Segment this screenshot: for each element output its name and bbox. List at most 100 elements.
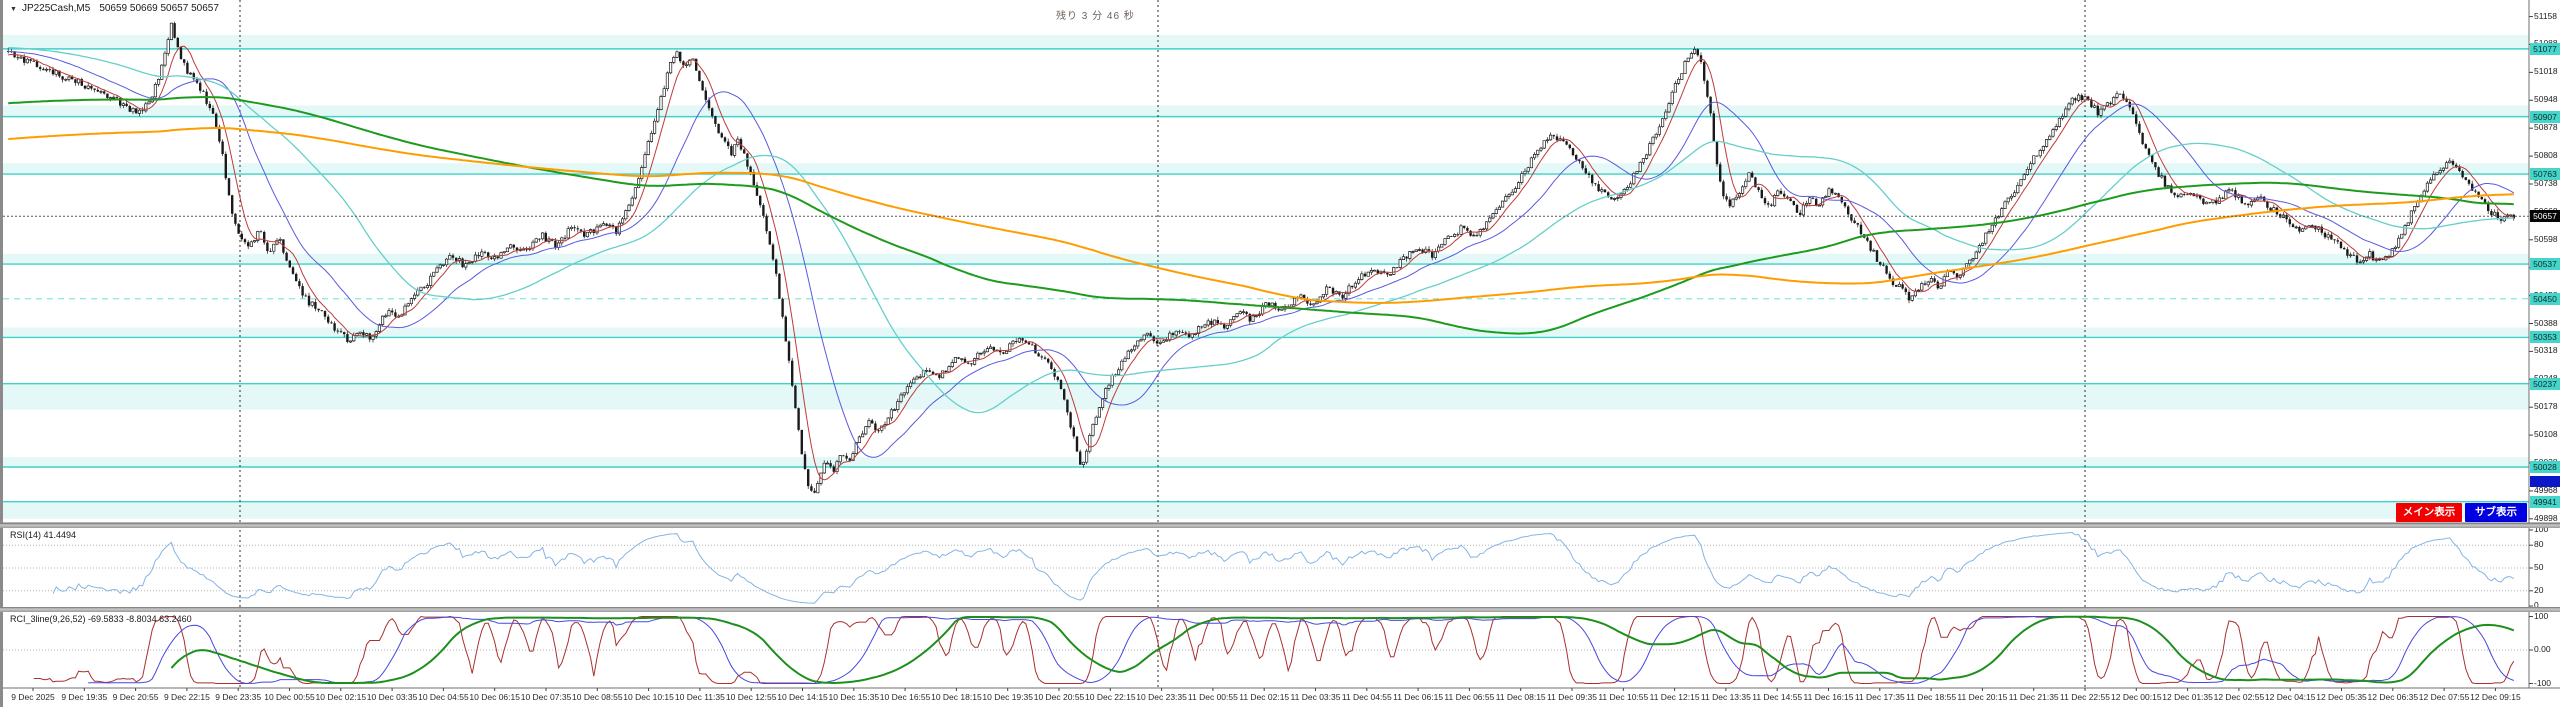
rsi-indicator-label: RSI(14) 41.4494 (10, 530, 77, 540)
time-axis-label: 10 Dec 11:35 (674, 692, 725, 702)
time-axis-label: 10 Dec 08:55 (572, 692, 623, 702)
sr-zone-band (3, 383, 2529, 410)
time-axis-label: 9 Dec 19:35 (61, 692, 108, 702)
window-left-border (0, 0, 3, 707)
time-axis-label: 11 Dec 04:55 (1341, 692, 1392, 702)
price-axis-tick: 50598 (2534, 233, 2558, 244)
rsi-axis-tick: 20 (2534, 584, 2544, 595)
time-axis-label: 11 Dec 02:15 (1239, 692, 1290, 702)
price-level-badge: 50028 (2530, 460, 2560, 473)
time-axis-label: 11 Dec 22:55 (2060, 692, 2110, 702)
time-axis[interactable]: 9 Dec 2025 9 Dec 19:35 9 Dec 20:55 9 Dec 22… (0, 689, 2560, 707)
rsi-axis-tick: 0 (2534, 600, 2539, 610)
price-axis-tick: 50948 (2534, 94, 2558, 105)
price-axis-tick: 50178 (2534, 401, 2558, 412)
time-axis-label: 11 Dec 12:15 (1649, 692, 1700, 702)
time-axis-label: 9 Dec 23:35 (215, 692, 262, 702)
time-axis-label: 10 Dec 22:15 (1085, 692, 1136, 702)
price-axis-tick: 49898 (2534, 512, 2558, 523)
price-level-badge: 50237 (2530, 377, 2560, 390)
current-price-badge: 50657 (2530, 210, 2560, 223)
price-axis-tick: 50738 (2534, 177, 2558, 188)
sr-zone-band (3, 327, 2529, 338)
time-axis-label: 10 Dec 23:35 (1136, 692, 1187, 702)
price-axis-tick: 50808 (2534, 150, 2558, 161)
time-axis-label: 11 Dec 14:55 (1752, 692, 1803, 702)
price-axis-tick: 49968 (2534, 484, 2558, 495)
time-axis-label: 12 Dec 05:35 (2316, 692, 2367, 702)
ma-teal-line (8, 47, 2514, 414)
ma-orange-line (8, 127, 2514, 304)
price-level-badge: 51077 (2530, 42, 2560, 55)
main-display-button[interactable]: メイン表示 (2396, 503, 2462, 522)
time-axis-label: 12 Dec 01:35 (2162, 692, 2213, 702)
time-axis-label: 10 Dec 18:15 (931, 692, 982, 702)
time-axis-label: 11 Dec 10:55 (1598, 692, 1649, 702)
price-axis-tick: 50318 (2534, 345, 2558, 356)
candle-countdown-label: 残り 3 分 46 秒 (1056, 11, 1135, 22)
time-axis-label: 10 Dec 16:55 (879, 692, 931, 702)
chart-title: ▼ JP225Cash,M5 50659 50669 50657 50657 (10, 3, 219, 14)
time-axis-label: 11 Dec 06:15 (1393, 692, 1444, 702)
price-axis[interactable]: 5115851088510185094850878508085073850668… (2530, 0, 2560, 688)
blue-price-marker (2530, 476, 2560, 488)
pane-divider-rsi-rci[interactable] (0, 607, 2560, 612)
time-axis-label: 12 Dec 06:35 (2367, 692, 2419, 702)
price-level-badge: 50537 (2530, 258, 2560, 271)
ma-green-line (8, 96, 2514, 335)
sr-zone-band (3, 501, 2529, 519)
price-level-badge: 49941 (2530, 495, 2560, 508)
time-axis-label: 9 Dec 2025 (11, 692, 55, 702)
symbol-dropdown-icon[interactable]: ▼ (10, 6, 17, 13)
time-axis-label: 11 Dec 20:15 (1957, 692, 2008, 702)
time-axis-label: 11 Dec 00:55 (1187, 692, 1238, 702)
rsi-line (52, 531, 2515, 604)
time-axis-label: 12 Dec 07:55 (2418, 692, 2470, 702)
time-axis-label: 10 Dec 00:55 (264, 692, 315, 702)
time-axis-label: 10 Dec 20:55 (1033, 692, 1085, 702)
time-axis-label: 12 Dec 04:15 (2264, 692, 2316, 702)
price-level-badge: 50450 (2530, 292, 2560, 305)
time-axis-label: 10 Dec 07:35 (520, 692, 572, 702)
time-axis-label: 10 Dec 12:55 (725, 692, 777, 702)
time-axis-label: 12 Dec 00:15 (2111, 692, 2162, 702)
rsi-axis-tick: 80 (2534, 539, 2544, 550)
time-axis-label: 10 Dec 04:55 (418, 692, 469, 702)
symbol-timeframe-label: JP225Cash,M5 (21, 3, 91, 14)
time-axis-label: 11 Dec 08:15 (1495, 692, 1546, 702)
time-axis-label: 10 Dec 14:15 (777, 692, 828, 702)
pane-divider-main-rsi[interactable] (0, 523, 2560, 528)
time-axis-label: 11 Dec 21:35 (2008, 692, 2059, 702)
time-axis-label: 11 Dec 17:35 (1854, 692, 1905, 702)
sub-display-button[interactable]: サブ表示 (2465, 503, 2527, 522)
time-axis-label: 10 Dec 19:35 (982, 692, 1033, 702)
price-axis-tick: 50388 (2534, 317, 2558, 328)
sr-zone-band (3, 34, 2529, 49)
price-axis-tick: 51018 (2534, 66, 2558, 77)
ohlc-quote: 50659 50669 50657 50657 (99, 3, 219, 14)
ma-blue-line (8, 51, 2515, 458)
bull-candles (19, 22, 2513, 494)
price-axis-tick: 50108 (2534, 429, 2558, 440)
time-axis-label: 9 Dec 22:15 (163, 692, 210, 702)
time-axis-label: 11 Dec 16:15 (1803, 692, 1854, 702)
price-level-badge: 50763 (2530, 168, 2560, 181)
rci-axis-tick: 0.00 (2534, 644, 2551, 654)
time-axis-label: 11 Dec 13:35 (1700, 692, 1751, 702)
time-axis-label: 12 Dec 09:15 (2470, 692, 2521, 702)
rci-line-26 (88, 616, 2514, 685)
time-axis-label: 11 Dec 18:55 (1906, 692, 1957, 702)
price-axis-tick: 51158 (2534, 10, 2558, 21)
rci-axis-tick: 100 (2534, 610, 2549, 621)
price-level-badge: 50907 (2530, 110, 2560, 123)
sr-zone-band (3, 253, 2529, 265)
sr-zone-band (3, 457, 2529, 467)
time-axis-label: 10 Dec 06:15 (469, 692, 520, 702)
price-level-badge: 50353 (2530, 331, 2560, 344)
rsi-axis-tick: 50 (2534, 562, 2544, 572)
time-axis-label: 12 Dec 02:55 (2213, 692, 2265, 702)
time-axis-label: 11 Dec 06:55 (1444, 692, 1495, 702)
time-axis-label: 11 Dec 09:35 (1547, 692, 1597, 702)
